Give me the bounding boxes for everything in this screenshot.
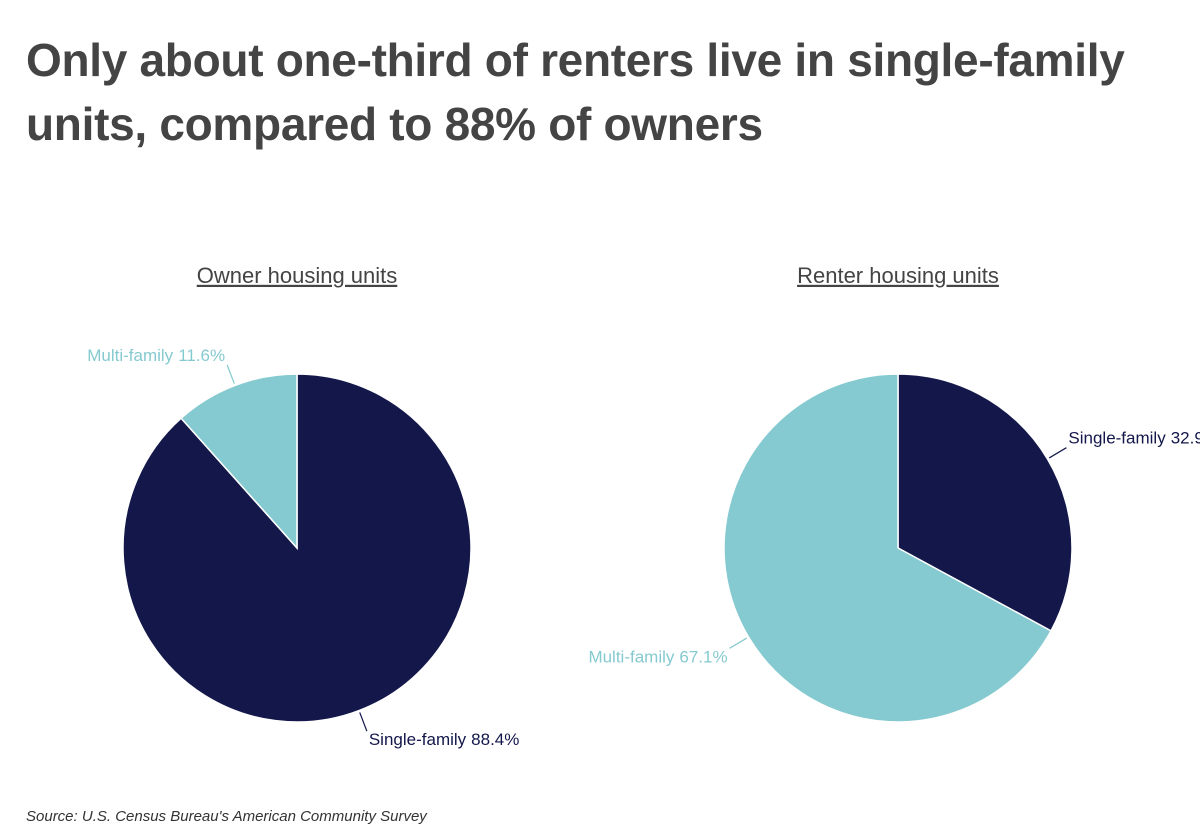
source: Source: U.S. Census Bureau's American Co…: [26, 808, 427, 825]
label-value: 88.4%: [471, 731, 519, 750]
leader-line: [729, 637, 748, 649]
leader-line: [1048, 447, 1067, 459]
label-category: Multi-family: [588, 648, 674, 667]
data-label: Single-family 32.9%: [1068, 429, 1200, 448]
data-label: Multi-family 11.6%: [87, 346, 225, 365]
label-value: 32.9%: [1171, 429, 1200, 448]
pie-title: Renter housing units: [797, 263, 999, 288]
pie-slice: [723, 373, 1053, 723]
label-category: Single-family: [1068, 429, 1166, 448]
pie-title: Owner housing units: [197, 263, 398, 288]
label-value: 67.1%: [679, 648, 727, 667]
leader-line: [359, 712, 368, 732]
data-label: Single-family 88.4%: [369, 731, 520, 750]
label-category: Single-family: [369, 731, 467, 750]
data-label: Multi-family 67.1%: [588, 648, 727, 667]
label-value: 11.6%: [178, 346, 225, 365]
leader-line: [226, 364, 235, 384]
pie-slice: [897, 373, 1073, 632]
pie-slice: [180, 373, 298, 550]
label-category: Multi-family: [87, 346, 173, 365]
title: Only about one-third of renters live in …: [26, 34, 1125, 150]
